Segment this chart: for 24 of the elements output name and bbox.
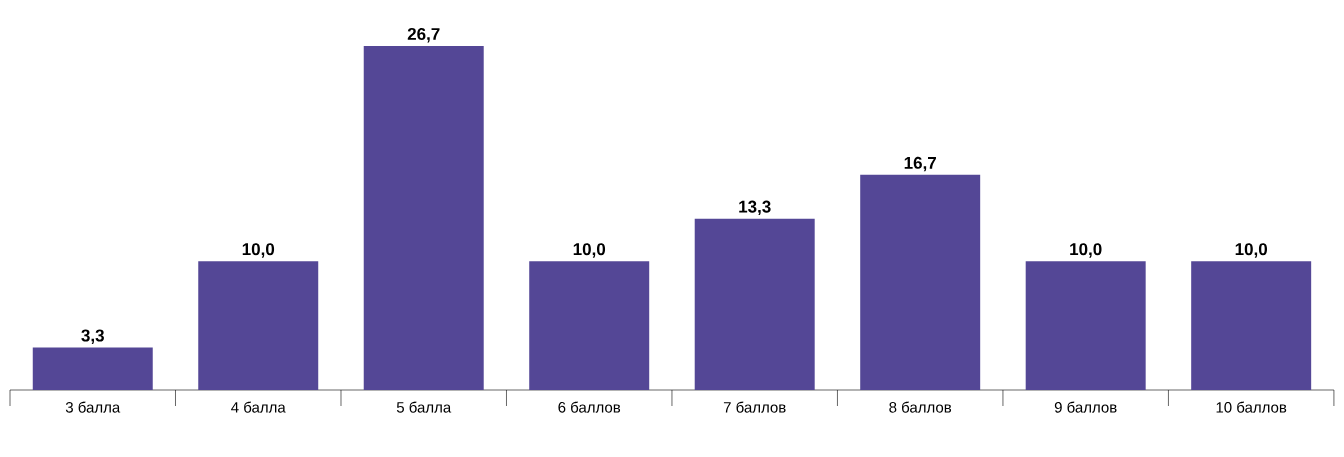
bar [860, 174, 981, 390]
data-label: 26,7 [407, 27, 440, 43]
x-tick-label: 8 баллов [889, 401, 952, 413]
bar [1025, 261, 1146, 390]
x-tick-label: 5 балла [396, 401, 452, 413]
data-label: 10,0 [573, 243, 606, 258]
x-tick-label: 6 баллов [558, 401, 621, 413]
x-tick-label: 7 баллов [723, 401, 786, 413]
bar [1191, 261, 1312, 390]
bar [32, 347, 153, 390]
data-label: 10,0 [242, 243, 275, 258]
x-tick-label: 9 баллов [1054, 401, 1117, 413]
bar [694, 218, 815, 390]
data-label: 3,3 [81, 329, 104, 344]
x-tick-label: 10 баллов [1216, 401, 1287, 413]
data-label: 10,0 [1070, 243, 1102, 258]
bar [363, 45, 484, 390]
data-label: 16,7 [904, 156, 936, 172]
x-tick-label: 4 балла [231, 401, 286, 413]
x-tick-label: 3 балла [65, 401, 121, 413]
bar [529, 261, 650, 390]
data-label: 13,3 [739, 200, 771, 216]
bar [198, 261, 319, 390]
data-label: 10,0 [1235, 243, 1268, 258]
